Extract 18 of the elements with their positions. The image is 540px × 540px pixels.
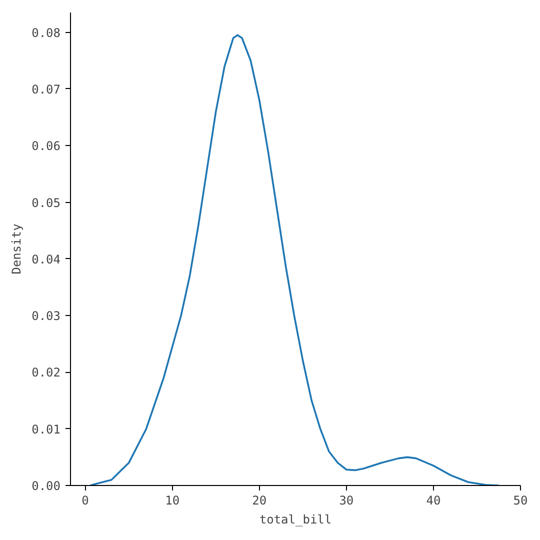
y-tick-label: 0.07 xyxy=(32,82,61,96)
y-tick-label: 0.08 xyxy=(32,26,61,40)
y-tick-label: 0.06 xyxy=(32,139,61,154)
y-tick-label: 0.03 xyxy=(32,309,61,324)
x-axis-title: total_bill xyxy=(259,512,332,526)
x-tick-label: 10 xyxy=(165,494,180,508)
x-tick-label: 0 xyxy=(82,494,89,508)
x-tick-label: 40 xyxy=(426,494,441,508)
y-tick-label: 0.05 xyxy=(32,196,61,210)
y-tick-label: 0.02 xyxy=(32,366,61,380)
x-tick-label: 30 xyxy=(339,494,354,508)
x-tick-label: 20 xyxy=(252,494,267,508)
x-tick-label: 50 xyxy=(513,494,528,508)
y-axis-title: Density xyxy=(10,224,24,274)
y-tick-label: 0.01 xyxy=(32,422,61,436)
line-series xyxy=(90,34,500,486)
y-tick-label: 0.04 xyxy=(32,252,61,266)
y-tick-label: 0.00 xyxy=(32,479,61,493)
